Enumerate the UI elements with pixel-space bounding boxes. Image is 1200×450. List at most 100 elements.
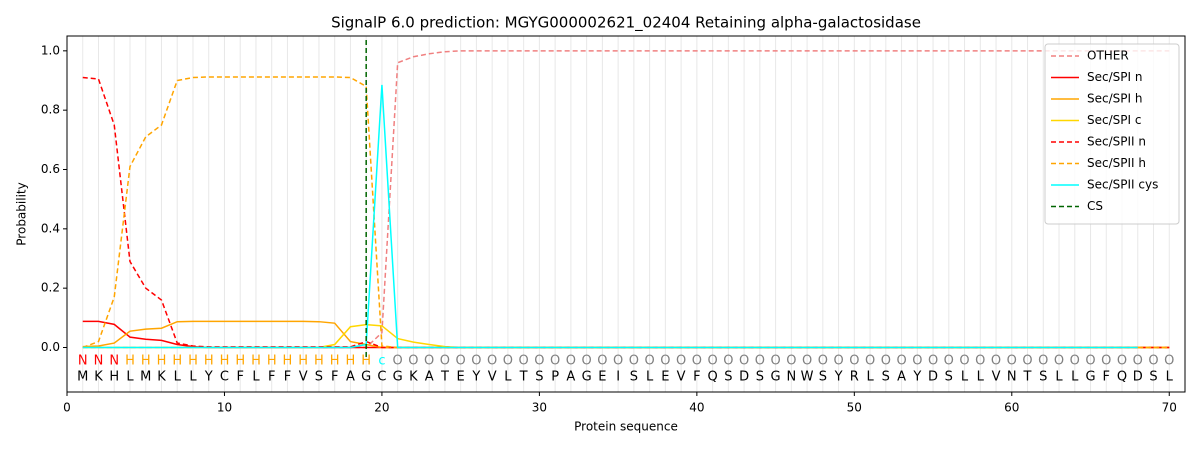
residue-label: K: [94, 370, 103, 385]
annotation-label: O: [959, 354, 969, 369]
residue-label: Y: [834, 370, 843, 385]
annotation-label: O: [707, 354, 717, 369]
annotation-label: O: [613, 354, 623, 369]
residue-label: A: [425, 370, 434, 385]
residue-label: V: [299, 370, 308, 385]
residue-label: E: [661, 370, 669, 385]
annotation-label: O: [975, 354, 985, 369]
residue-label: S: [724, 370, 732, 385]
axes-frame: [66, 35, 1186, 393]
x-axis-label: Protein sequence: [574, 420, 678, 434]
annotation-label: H: [330, 354, 340, 369]
annotation-label: O: [739, 354, 749, 369]
x-tick-label: 60: [1004, 401, 1019, 415]
residue-label: S: [1149, 370, 1157, 385]
residue-label: K: [157, 370, 166, 385]
legend-label: Sec/SPI n: [1087, 70, 1142, 84]
residue-label: D: [928, 370, 938, 385]
residue-label: T: [1023, 370, 1032, 385]
residue-label: L: [126, 370, 134, 385]
annotation-label: O: [566, 354, 576, 369]
residue-label: L: [1071, 370, 1079, 385]
annotation-label: N: [109, 354, 119, 369]
annotation-label: O: [818, 354, 828, 369]
annotation-label: O: [833, 354, 843, 369]
residue-label: F: [693, 370, 700, 385]
x-tick-label: 10: [217, 401, 232, 415]
annotation-label: H: [251, 354, 261, 369]
annotation-label: O: [912, 354, 922, 369]
residue-label: Q: [1117, 370, 1127, 385]
residue-label: L: [961, 370, 969, 385]
annotation-label: O: [503, 354, 513, 369]
residue-label: F: [1103, 370, 1110, 385]
residue-label: G: [771, 370, 781, 385]
annotation-label: N: [78, 354, 88, 369]
annotation-label: O: [802, 354, 812, 369]
annotation-label: O: [519, 354, 529, 369]
residue-label: F: [331, 370, 338, 385]
residue-label: G: [1085, 370, 1095, 385]
annotation-label: O: [1022, 354, 1032, 369]
x-tick-label: 50: [847, 401, 862, 415]
annotation-label: O: [582, 354, 592, 369]
residue-label: C: [220, 370, 229, 385]
annotation-label: O: [597, 354, 607, 369]
legend-label: Sec/SPII h: [1087, 156, 1146, 170]
annotation-label: H: [298, 354, 308, 369]
y-tick-label: 0.0: [41, 340, 60, 354]
x-tick-label: 20: [374, 401, 389, 415]
residue-label: N: [1007, 370, 1017, 385]
residue-label: M: [77, 370, 88, 385]
annotation-label: O: [629, 354, 639, 369]
residue-label: R: [850, 370, 859, 385]
residue-label: Y: [204, 370, 213, 385]
annotation-label: O: [1133, 354, 1143, 369]
residue-label: F: [236, 370, 243, 385]
annotation-label: H: [283, 354, 293, 369]
annotation-label: O: [849, 354, 859, 369]
annotation-label: O: [471, 354, 481, 369]
annotation-label: O: [1101, 354, 1111, 369]
residue-label: E: [598, 370, 606, 385]
residue-label: V: [992, 370, 1001, 385]
residue-label: S: [945, 370, 953, 385]
residue-label: A: [346, 370, 355, 385]
y-tick-label: 1.0: [41, 43, 60, 57]
residue-label: H: [109, 370, 119, 385]
annotation-label: O: [645, 354, 655, 369]
annotation-label: O: [896, 354, 906, 369]
residue-label: L: [504, 370, 512, 385]
y-tick-label: 0.2: [41, 281, 60, 295]
residue-label: F: [268, 370, 275, 385]
annotation-label: H: [141, 354, 151, 369]
x-tick-label: 30: [532, 401, 547, 415]
legend-label: Sec/SPI c: [1087, 113, 1141, 127]
residue-label: L: [252, 370, 260, 385]
residue-label: S: [315, 370, 323, 385]
residue-label: D: [1133, 370, 1143, 385]
annotation-label: O: [424, 354, 434, 369]
residue-label: G: [361, 370, 371, 385]
annotation-label: N: [94, 354, 104, 369]
residue-label: A: [897, 370, 906, 385]
annotation-label: O: [487, 354, 497, 369]
y-tick-label: 0.6: [41, 162, 60, 176]
annotation-label: O: [660, 354, 670, 369]
residue-label: L: [866, 370, 874, 385]
residue-label: K: [409, 370, 418, 385]
residue-label: Y: [471, 370, 480, 385]
legend-label: Sec/SPII cys: [1087, 178, 1158, 192]
residue-label: S: [535, 370, 543, 385]
annotation-label: O: [1148, 354, 1158, 369]
residue-label: G: [393, 370, 403, 385]
residue-label: D: [739, 370, 749, 385]
residue-label: I: [616, 370, 620, 385]
annotation-label: O: [1054, 354, 1064, 369]
residue-label: W: [801, 370, 814, 385]
residue-label: M: [140, 370, 151, 385]
x-tick-label: 40: [689, 401, 704, 415]
annotation-label: H: [204, 354, 214, 369]
legend-label: Sec/SPI h: [1087, 92, 1142, 106]
